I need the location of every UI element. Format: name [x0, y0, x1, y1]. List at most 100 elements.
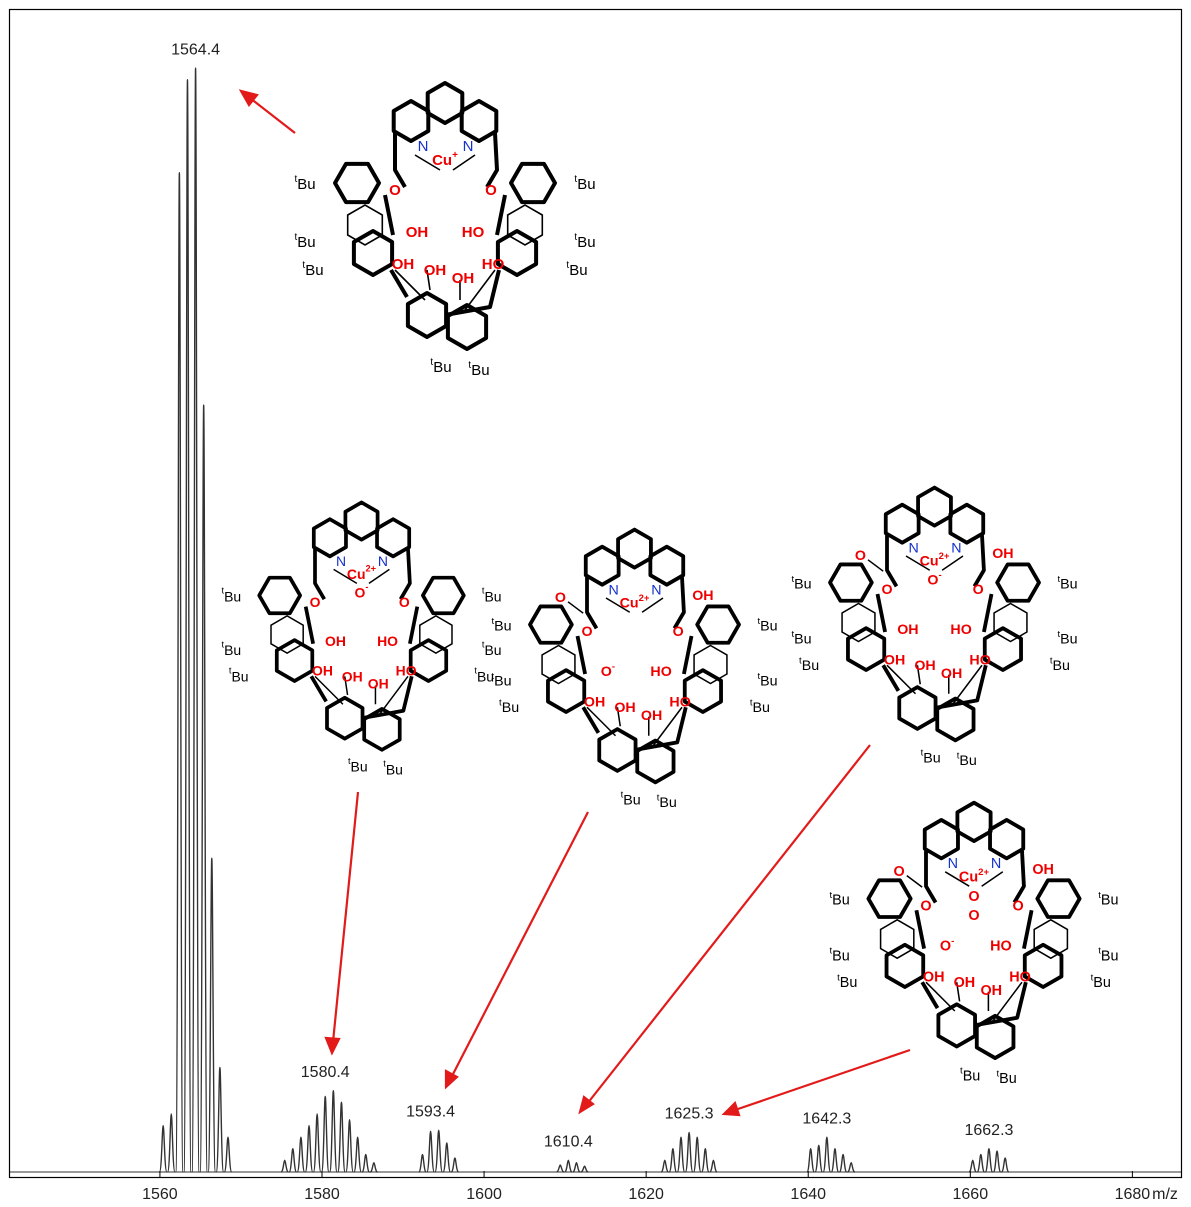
- ring: [375, 517, 412, 559]
- atom: Bu: [794, 576, 811, 592]
- superscript: t: [294, 232, 297, 243]
- atom: Cu: [620, 595, 639, 611]
- arrow-head: [578, 1095, 595, 1115]
- superscript: t: [302, 260, 305, 271]
- atom-label: tBu: [921, 747, 941, 766]
- arrow: [249, 97, 296, 134]
- x-tick-label: 1640: [790, 1186, 826, 1203]
- peak: [442, 1142, 452, 1173]
- atom-label: tBu: [229, 666, 249, 684]
- peak: [847, 1161, 856, 1173]
- atom-label: tBu: [468, 360, 489, 379]
- x-tick-label: 1620: [628, 1186, 664, 1203]
- atom-label: N: [378, 553, 388, 569]
- peak: [304, 1124, 314, 1173]
- peak: [838, 1153, 848, 1173]
- atom-label: tBu: [574, 174, 595, 193]
- ring: [257, 575, 302, 616]
- atom: Bu: [484, 588, 501, 604]
- superscript: t: [829, 945, 832, 956]
- ring: [982, 626, 1023, 672]
- ring: [408, 638, 449, 683]
- superscript: t: [1057, 628, 1060, 639]
- bond: [605, 597, 664, 613]
- superscript: t: [957, 750, 960, 761]
- atom: Bu: [577, 234, 595, 251]
- atom: OH: [992, 546, 1013, 562]
- superscript: t: [829, 889, 832, 900]
- ring: [506, 204, 544, 246]
- peak: [191, 67, 200, 1173]
- atom-label: HO: [482, 256, 505, 273]
- atom-label: tBu: [491, 615, 511, 634]
- atom: HO: [950, 622, 971, 638]
- peak-label: 1610.4: [544, 1134, 593, 1151]
- peak: [676, 1136, 686, 1173]
- x-tick-label: 1680: [1115, 1186, 1151, 1203]
- atom: Bu: [433, 359, 451, 376]
- atom-label: HO: [377, 633, 398, 649]
- atom: HO: [669, 694, 690, 710]
- atom-label: HO: [1009, 969, 1031, 985]
- atom-label: OH: [692, 588, 713, 604]
- peak: [280, 1159, 289, 1173]
- atom: Bu: [1101, 948, 1119, 964]
- atom: Bu: [832, 948, 850, 964]
- atom-label: O: [881, 582, 892, 598]
- atom-label: tBu: [750, 697, 770, 716]
- atom-label: OH: [1032, 862, 1054, 878]
- atom-label: OH: [992, 546, 1013, 562]
- atom-label: OH: [452, 270, 475, 287]
- ring: [879, 918, 915, 960]
- peak: [580, 1165, 589, 1173]
- ring: [955, 800, 993, 844]
- bond: [867, 559, 884, 572]
- ring: [270, 615, 304, 654]
- atom: O: [973, 582, 984, 598]
- atom-label: tBu: [960, 1065, 980, 1084]
- bond: [567, 601, 584, 614]
- superscript: t: [757, 615, 760, 626]
- bond: [906, 875, 923, 888]
- atom: OH: [392, 256, 415, 273]
- atom-label: tBu: [837, 972, 857, 991]
- ring: [695, 604, 741, 645]
- bond: [924, 850, 1026, 904]
- atom-label: tBu: [482, 586, 502, 604]
- peak: [814, 1144, 824, 1173]
- atom-label: tBu: [996, 1068, 1016, 1087]
- atom-label: HO: [650, 664, 671, 680]
- atom-label: tBu: [482, 640, 502, 658]
- bond: [885, 534, 986, 588]
- atom-label: HO: [396, 662, 417, 678]
- ring: [541, 644, 576, 685]
- peak: [806, 1148, 815, 1173]
- atom: N: [418, 138, 429, 155]
- bond: [905, 555, 964, 571]
- atom: O: [920, 898, 931, 914]
- atom-label: O: [920, 898, 931, 914]
- atom: OH: [325, 633, 346, 649]
- ring: [866, 878, 913, 919]
- bond: [914, 909, 1034, 1028]
- atom-label: O: [673, 624, 684, 640]
- bond: [303, 606, 420, 721]
- bond: [586, 706, 683, 746]
- ring: [421, 575, 466, 616]
- peak: [968, 1159, 977, 1173]
- atom-label: tBu: [757, 615, 777, 634]
- atom: HO: [1009, 969, 1031, 985]
- peak-label: 1564.4: [171, 41, 220, 58]
- superscript: t: [348, 756, 351, 766]
- peak: [684, 1131, 694, 1173]
- peak: [329, 1089, 338, 1173]
- atom-label: O: [555, 590, 566, 606]
- atom: Cu: [920, 553, 939, 569]
- atom: Bu: [502, 700, 519, 716]
- atom: Bu: [494, 618, 511, 634]
- ring: [682, 668, 723, 714]
- peak: [1000, 1157, 1010, 1173]
- superscript: t: [837, 972, 840, 983]
- atom-label: O: [968, 889, 979, 905]
